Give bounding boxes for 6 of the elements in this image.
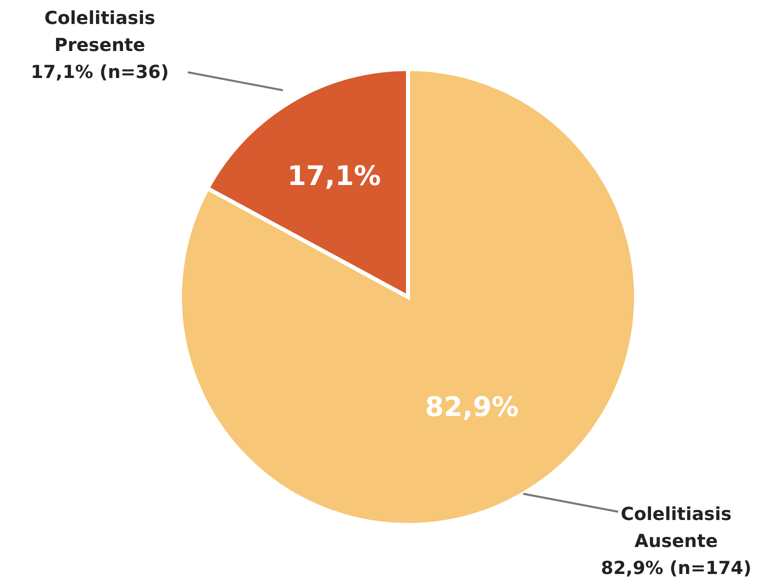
data-label: 82,9%	[425, 392, 519, 424]
text: 82,9% (n=174)	[600, 558, 752, 579]
data-label: 17,1%	[287, 160, 381, 192]
slice-label: Colelitiasis Presente	[44, 8, 156, 56]
slice-label: Colelitiasis Ausente	[620, 504, 732, 552]
text: 17,1% (n=36)	[30, 62, 169, 84]
